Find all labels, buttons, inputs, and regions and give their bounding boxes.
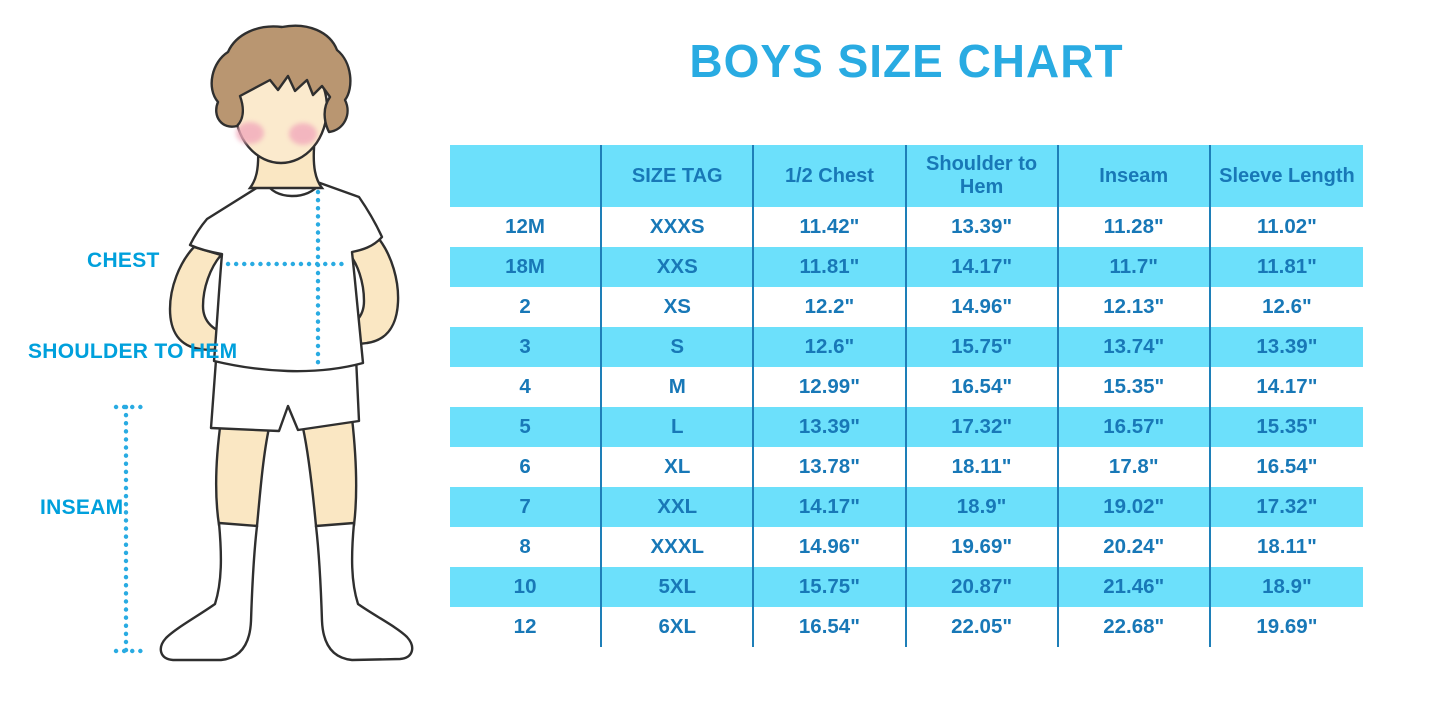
table-cell: L	[602, 407, 755, 447]
table-header-cell: Inseam	[1058, 145, 1211, 207]
table-cell: 15.75"	[906, 327, 1059, 367]
table-cell: 21.46"	[1058, 567, 1211, 607]
hair	[210, 24, 352, 134]
table-cell: 5XL	[602, 567, 755, 607]
size-row-label: 18M	[450, 247, 603, 287]
table-cell: 15.35"	[1058, 367, 1211, 407]
table-cell: 11.7"	[1058, 247, 1211, 287]
table-cell: 14.96"	[754, 527, 907, 567]
right-cheek-blush	[289, 123, 317, 145]
table-cell: 11.02"	[1210, 207, 1363, 247]
table-cell: 15.75"	[754, 567, 907, 607]
table-cell: 20.24"	[1058, 527, 1211, 567]
table-cell: 14.17"	[1210, 367, 1363, 407]
table-cell: XL	[602, 447, 755, 487]
boy-measurement-illustration	[113, 24, 414, 662]
table-cell: 16.54"	[906, 367, 1059, 407]
table-header-cell: Sleeve Length	[1210, 145, 1363, 207]
size-row-label: 10	[450, 567, 603, 607]
table-cell: 14.17"	[906, 247, 1059, 287]
table-cell: 6XL	[602, 607, 755, 647]
table-cell: 13.74"	[1058, 327, 1211, 367]
table-cell: 19.69"	[1210, 607, 1363, 647]
table-cell: 13.39"	[1210, 327, 1363, 367]
chest-label: CHEST	[87, 249, 160, 272]
inseam-label: INSEAM	[40, 496, 124, 519]
table-cell: 14.96"	[906, 287, 1059, 327]
table-cell: 17.8"	[1058, 447, 1211, 487]
table-cell: XXXS	[602, 207, 755, 247]
size-row-label: 6	[450, 447, 603, 487]
left-sock	[159, 521, 259, 662]
tshirt	[188, 180, 384, 373]
table-cell: S	[602, 327, 755, 367]
size-row-label: 7	[450, 487, 603, 527]
table-cell: 19.02"	[1058, 487, 1211, 527]
table-cell: 11.81"	[1210, 247, 1363, 287]
table-cell: XXS	[602, 247, 755, 287]
table-cell: 11.28"	[1058, 207, 1211, 247]
table-header-cell	[450, 145, 603, 207]
size-row-label: 5	[450, 407, 603, 447]
table-cell: 22.68"	[1058, 607, 1211, 647]
table-cell: 12.99"	[754, 367, 907, 407]
table-cell: 12.2"	[754, 287, 907, 327]
table-cell: 18.9"	[1210, 567, 1363, 607]
table-cell: 19.69"	[906, 527, 1059, 567]
shoulder-to-hem-label: SHOULDER TO HEM	[28, 340, 238, 363]
table-cell: 16.57"	[1058, 407, 1211, 447]
table-cell: XXL	[602, 487, 755, 527]
table-cell: 12.6"	[1210, 287, 1363, 327]
size-row-label: 12M	[450, 207, 603, 247]
table-cell: XS	[602, 287, 755, 327]
size-chart-table: SIZE TAG 1/2 Chest Shoulder to Hem Inseam Sl…	[450, 145, 1363, 647]
table-cell: 20.87"	[906, 567, 1059, 607]
size-row-label: 8	[450, 527, 603, 567]
table-cell: XXXL	[602, 527, 755, 567]
right-sock	[314, 521, 414, 662]
table-header-cell: SIZE TAG	[602, 145, 755, 207]
table-cell: 12.6"	[754, 327, 907, 367]
table-cell: 18.11"	[1210, 527, 1363, 567]
table-cell: 18.11"	[906, 447, 1059, 487]
table-cell: 11.42"	[754, 207, 907, 247]
table-cell: 16.54"	[1210, 447, 1363, 487]
table-cell: 16.54"	[754, 607, 907, 647]
table-cell: 13.39"	[754, 407, 907, 447]
page-title: BOYS SIZE CHART	[689, 35, 1124, 87]
table-header-cell: Shoulder to Hem	[906, 145, 1059, 207]
table-header-cell: 1/2 Chest	[754, 145, 907, 207]
size-row-label: 3	[450, 327, 603, 367]
table-cell: 15.35"	[1210, 407, 1363, 447]
size-row-label: 12	[450, 607, 603, 647]
right-leg	[301, 416, 358, 528]
left-cheek-blush	[236, 122, 264, 144]
table-cell: 22.05"	[906, 607, 1059, 647]
table-cell: 17.32"	[906, 407, 1059, 447]
table-cell: M	[602, 367, 755, 407]
size-row-label: 4	[450, 367, 603, 407]
table-cell: 11.81"	[754, 247, 907, 287]
left-leg	[214, 418, 271, 528]
table-cell: 18.9"	[906, 487, 1059, 527]
table-cell: 12.13"	[1058, 287, 1211, 327]
size-row-label: 2	[450, 287, 603, 327]
table-cell: 14.17"	[754, 487, 907, 527]
table-cell: 13.78"	[754, 447, 907, 487]
table-cell: 13.39"	[906, 207, 1059, 247]
table-cell: 17.32"	[1210, 487, 1363, 527]
